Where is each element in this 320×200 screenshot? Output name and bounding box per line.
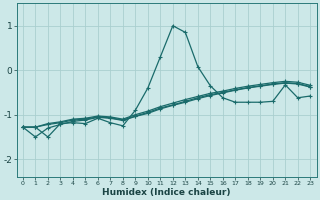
X-axis label: Humidex (Indice chaleur): Humidex (Indice chaleur) [102, 188, 231, 197]
